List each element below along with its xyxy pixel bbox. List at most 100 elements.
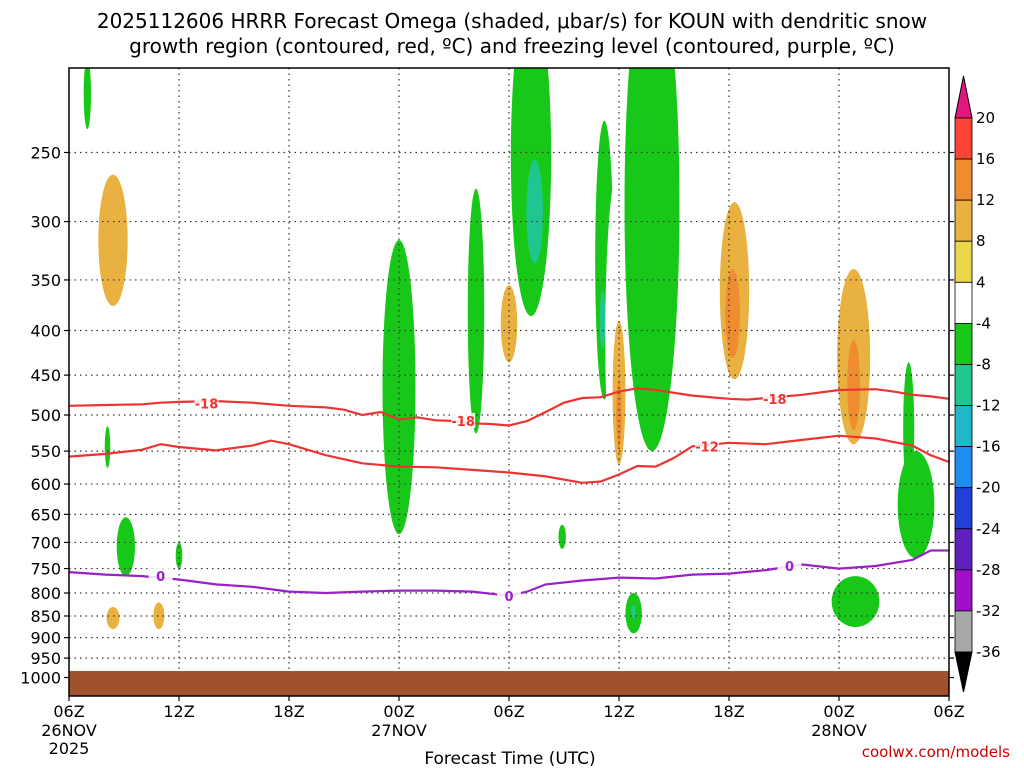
contour-line-1 <box>68 434 950 484</box>
colorbar-label-1: 16 <box>976 150 995 168</box>
contour-label-2-1: 0 <box>504 590 513 605</box>
colorbar-label-6: -8 <box>976 355 991 373</box>
contour-label-0-0: -18 <box>195 397 219 412</box>
colorbar-label-7: -12 <box>976 397 1001 415</box>
contour-label-bg-0-1 <box>451 413 476 429</box>
y-tick-label-600: 600 <box>30 475 61 494</box>
colorbar-label-9: -20 <box>976 479 1001 497</box>
y-axis-ticks: 250 300 350 400 450 500 550 600 650 700 750 800 850 9… <box>20 144 954 688</box>
omega-region-20 <box>558 524 566 549</box>
colorbar-label-2: 12 <box>976 191 995 209</box>
omega-region-12 <box>175 542 183 569</box>
contour-label-0-2: -18 <box>763 393 787 408</box>
contour-label-1-0: -12 <box>695 440 719 455</box>
colorbar-bin-4 <box>954 281 973 324</box>
contour-line-0 <box>68 387 950 427</box>
colorbar-bin-6 <box>954 364 973 406</box>
colorbar-bin-12 <box>954 610 973 653</box>
x-tick-date-0: 26NOV <box>41 721 97 740</box>
chart-title-line2: growth region (contoured, red, ºC) and f… <box>129 34 895 58</box>
x-tick-label-6: 12Z <box>163 702 194 721</box>
surface-terrain-band <box>69 671 949 696</box>
y-tick-label-300: 300 <box>30 213 61 232</box>
omega-region-35 <box>793 195 808 312</box>
x-tick-label-30: 12Z <box>603 702 634 721</box>
colorbar-bin-10 <box>954 528 973 571</box>
y-tick-label-650: 650 <box>30 505 61 524</box>
omega-region-2 <box>98 174 128 307</box>
omega-region-25 <box>616 379 622 448</box>
omega-region-4 <box>87 573 161 642</box>
contour-label-0-1: -18 <box>451 415 475 430</box>
colorbar-label-8: -16 <box>976 438 1001 456</box>
contour-label-bg-0-2 <box>762 390 787 406</box>
omega-region-39 <box>831 576 880 627</box>
omega-region-14 <box>467 188 485 434</box>
y-tick-label-500: 500 <box>30 406 61 425</box>
x-tick-label-18: 00Z <box>383 702 414 721</box>
omega-region-6 <box>106 606 120 630</box>
colorbar: 20 16 12 8 4 -4 -8 -12 -16 -20 -24 -28 -32 -36 <box>954 75 1001 693</box>
contour-label-2-0: 0 <box>156 570 165 585</box>
omega-region-28 <box>631 604 636 619</box>
x-tick-label-36: 18Z <box>713 702 744 721</box>
x-tick-label-0: 06Z <box>53 702 84 721</box>
contour-label-bg-2-0 <box>148 568 173 584</box>
x-tick-label-12: 18Z <box>273 702 304 721</box>
colorbar-top-arrow <box>954 75 973 119</box>
colorbar-label-0: 20 <box>976 109 995 127</box>
colorbar-bin-11 <box>954 569 973 612</box>
y-tick-label-450: 450 <box>30 366 61 385</box>
x-axis-label: Forecast Time (UTC) <box>424 749 595 768</box>
y-tick-label-550: 550 <box>30 442 61 461</box>
x-tick-label-42: 00Z <box>823 702 854 721</box>
omega-region-22 <box>599 290 606 349</box>
colorbar-bin-0 <box>954 117 973 160</box>
contour-label-bg-1-0 <box>695 438 719 454</box>
omega-region-10 <box>104 426 111 468</box>
credit-text: coolwx.com/models <box>862 743 1010 761</box>
omega-region-16 <box>500 285 518 363</box>
y-tick-label-400: 400 <box>30 322 61 341</box>
omega-region-5 <box>146 573 172 630</box>
contour-line-2 <box>68 549 949 597</box>
colorbar-label-10: -24 <box>976 520 1001 538</box>
omega-region-33 <box>725 268 741 358</box>
omega-region-41 <box>817 652 836 665</box>
colorbar-bin-1 <box>954 158 973 201</box>
y-tick-label-1000: 1000 <box>20 669 61 688</box>
omega-region-38 <box>847 339 861 430</box>
x-tick-date-18: 27NOV <box>371 721 427 740</box>
y-tick-label-800: 800 <box>30 584 61 603</box>
omega-region-43 <box>897 451 935 559</box>
omega-region-3 <box>195 170 203 225</box>
contour-label-bg-0-0 <box>194 395 219 411</box>
omega-region-30 <box>656 652 692 668</box>
colorbar-bin-9 <box>954 487 973 530</box>
y-tick-label-350: 350 <box>30 271 61 290</box>
omega-region-7 <box>153 602 165 630</box>
omega-shading <box>80 68 935 668</box>
omega-region-19 <box>556 293 575 394</box>
y-tick-label-250: 250 <box>30 144 61 163</box>
colorbar-bin-2 <box>954 199 973 242</box>
colorbar-label-12: -32 <box>976 602 1001 620</box>
contour-label-bg-2-2 <box>777 558 802 574</box>
omega-region-18 <box>526 160 543 264</box>
x-tick-date-42: 28NOV <box>811 721 867 740</box>
colorbar-label-4: 4 <box>976 273 986 291</box>
chart-title-line1: 2025112606 HRRR Forecast Omega (shaded, … <box>97 9 927 33</box>
x-tick-label-24: 06Z <box>493 702 524 721</box>
y-tick-label-850: 850 <box>30 607 61 626</box>
omega-region-8 <box>188 609 218 640</box>
x-tick-year-0: 2025 <box>49 739 90 758</box>
y-tick-label-950: 950 <box>30 649 61 668</box>
omega-region-9 <box>83 68 91 130</box>
colorbar-bin-8 <box>954 446 973 489</box>
colorbar-bin-3 <box>954 240 973 283</box>
colorbar-label-13: -36 <box>976 643 1001 661</box>
colorbar-label-3: 8 <box>976 232 986 250</box>
colorbar-label-5: -4 <box>976 314 991 332</box>
y-tick-label-900: 900 <box>30 629 61 648</box>
